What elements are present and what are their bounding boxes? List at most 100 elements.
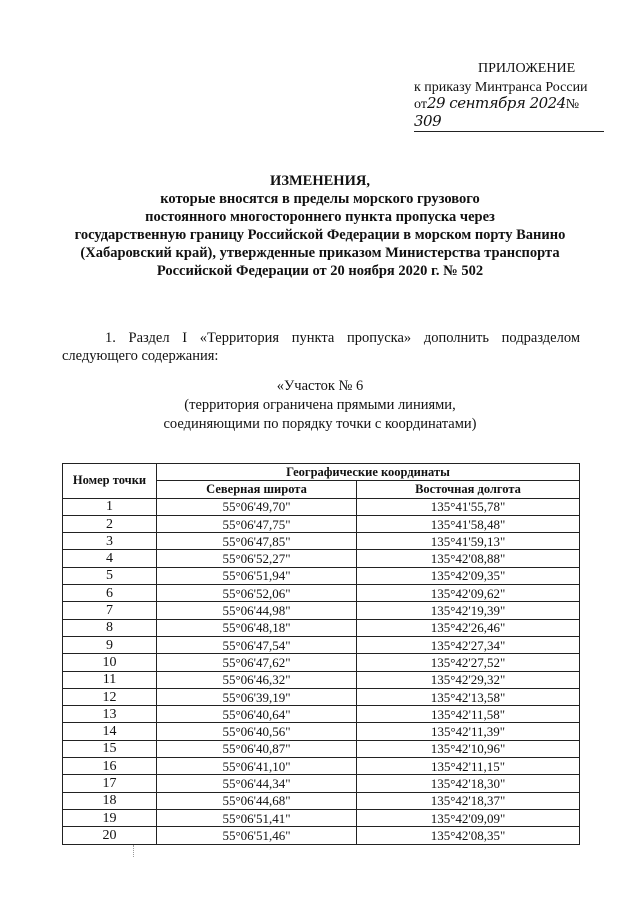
- appendix-ref: к приказу Минтранса России: [414, 80, 588, 95]
- latitude: 55°06'47,75": [156, 514, 357, 534]
- section-line: «Участок № 6: [276, 378, 364, 394]
- point-number: 20: [62, 826, 157, 845]
- title-line: ИЗМЕНЕНИЯ,: [270, 173, 370, 189]
- longitude: 135°42'27,52": [356, 653, 580, 672]
- table-row: 5 55°06'51,94" 135°42'09,35": [62, 566, 580, 586]
- latitude: 55°06'47,85": [156, 532, 357, 551]
- longitude: 135°42'13,58": [356, 687, 580, 707]
- table-row: 7 55°06'44,98" 135°42'19,39": [62, 601, 580, 620]
- longitude: 135°42'08,35": [356, 826, 580, 845]
- longitude: 135°42'18,30": [356, 774, 580, 793]
- point-number: 9: [62, 635, 157, 655]
- longitude: 135°42'19,39": [356, 601, 580, 620]
- point-number: 15: [62, 739, 157, 759]
- point-number: 3: [62, 532, 157, 551]
- point-number: 18: [62, 791, 157, 810]
- longitude: 135°42'27,34": [356, 635, 580, 655]
- appendix-title: ПРИЛОЖЕНИЕ: [478, 61, 576, 76]
- col-lon-header: Восточная долгота: [356, 480, 580, 499]
- handwritten-date: 29 сентября 2024: [426, 94, 566, 112]
- latitude: 55°06'40,64": [156, 705, 357, 724]
- table-row: 3 55°06'47,85" 135°41'59,13": [62, 532, 580, 551]
- table-row: 12 55°06'39,19" 135°42'13,58": [62, 687, 580, 707]
- section-line: (территория ограничена прямыми линиями,: [184, 397, 456, 413]
- point-number: 6: [62, 584, 157, 603]
- col-point-header: Номер точки: [62, 463, 157, 499]
- point-number: 4: [62, 549, 157, 568]
- from-label: от: [414, 97, 427, 112]
- table-row: 15 55°06'40,87" 135°42'10,96": [62, 739, 580, 759]
- latitude: 55°06'47,54": [156, 635, 357, 655]
- point-number: 16: [62, 757, 157, 776]
- col-lat-header: Северная широта: [156, 480, 357, 499]
- point-number: 8: [62, 618, 157, 637]
- longitude: 135°41'59,13": [356, 532, 580, 551]
- table-row: 4 55°06'52,27" 135°42'08,88": [62, 549, 580, 568]
- appendix-date-line: от29 сентября 2024№ 309: [414, 95, 604, 132]
- longitude: 135°42'10,96": [356, 739, 580, 759]
- latitude: 55°06'51,41": [156, 808, 357, 828]
- longitude: 135°42'29,32": [356, 670, 580, 689]
- table-row: 20 55°06'51,46" 135°42'08,35": [62, 826, 580, 845]
- handwritten-number: 309: [414, 112, 442, 130]
- title-line: государственную границу Российской Федер…: [74, 227, 566, 243]
- point-number: 14: [62, 722, 157, 741]
- latitude: 55°06'51,94": [156, 566, 357, 586]
- table-row: 9 55°06'47,54" 135°42'27,34": [62, 635, 580, 655]
- latitude: 55°06'46,32": [156, 670, 357, 689]
- table-row: 19 55°06'51,41" 135°42'09,09": [62, 808, 580, 828]
- point-number: 13: [62, 705, 157, 724]
- table-row: 2 55°06'47,75" 135°41'58,48": [62, 514, 580, 534]
- longitude: 135°42'18,37": [356, 791, 580, 810]
- point-number: 1: [62, 497, 157, 516]
- table-row: 17 55°06'44,34" 135°42'18,30": [62, 774, 580, 793]
- paragraph-line: следующего содержания:: [62, 348, 219, 364]
- longitude: 135°42'11,39": [356, 722, 580, 741]
- number-label: №: [565, 97, 580, 112]
- scan-mark: [133, 845, 135, 857]
- longitude: 135°42'11,58": [356, 705, 580, 724]
- table-row: 8 55°06'48,18" 135°42'26,46": [62, 618, 580, 637]
- point-number: 11: [62, 670, 157, 689]
- longitude: 135°41'58,48": [356, 514, 580, 534]
- latitude: 55°06'44,98": [156, 601, 357, 620]
- longitude: 135°42'26,46": [356, 618, 580, 637]
- table-row: 11 55°06'46,32" 135°42'29,32": [62, 670, 580, 689]
- title-line: Российской Федерации от 20 ноября 2020 г…: [156, 263, 484, 279]
- longitude: 135°42'08,88": [356, 549, 580, 568]
- coordinates-group-header: Географические координаты: [156, 462, 580, 482]
- longitude: 135°41'55,78": [356, 497, 580, 516]
- table-row: 6 55°06'52,06" 135°42'09,62": [62, 584, 580, 603]
- latitude: 55°06'44,34": [156, 774, 357, 793]
- longitude: 135°42'09,35": [356, 566, 580, 586]
- point-number: 7: [62, 601, 157, 620]
- title-line: постоянного многостороннего пункта пропу…: [145, 209, 495, 225]
- table-row: 18 55°06'44,68" 135°42'18,37": [62, 791, 580, 810]
- table-row: 16 55°06'41,10" 135°42'11,15": [62, 757, 580, 776]
- point-number: 17: [62, 774, 157, 793]
- title-line: (Хабаровский край), утвержденные приказо…: [80, 245, 560, 261]
- table-row: 14 55°06'40,56" 135°42'11,39": [62, 722, 580, 741]
- point-number: 10: [62, 653, 157, 672]
- section-line: соединяющими по порядку точки с координа…: [163, 416, 477, 432]
- latitude: 55°06'39,19": [156, 687, 357, 707]
- latitude: 55°06'40,56": [156, 722, 357, 741]
- longitude: 135°42'09,09": [356, 808, 580, 828]
- table-row: 13 55°06'40,64" 135°42'11,58": [62, 705, 580, 724]
- longitude: 135°42'09,62": [356, 584, 580, 603]
- title-line: которые вносятся в пределы морского груз…: [160, 191, 480, 207]
- table-row: 10 55°06'47,62" 135°42'27,52": [62, 653, 580, 672]
- latitude: 55°06'44,68": [156, 791, 357, 810]
- latitude: 55°06'47,62": [156, 653, 357, 672]
- latitude: 55°06'48,18": [156, 618, 357, 637]
- point-number: 19: [62, 808, 157, 828]
- point-number: 12: [62, 687, 157, 707]
- table-row: 1 55°06'49,70" 135°41'55,78": [62, 497, 580, 516]
- latitude: 55°06'52,27": [156, 549, 357, 568]
- latitude: 55°06'52,06": [156, 584, 357, 603]
- coordinates-table: Номер точки Географические координаты Се…: [62, 462, 580, 845]
- document-title: ИЗМЕНЕНИЯ, которые вносятся в пределы мо…: [40, 172, 600, 280]
- point-number: 5: [62, 566, 157, 586]
- section-heading: «Участок № 6 (территория ограничена прям…: [40, 377, 600, 434]
